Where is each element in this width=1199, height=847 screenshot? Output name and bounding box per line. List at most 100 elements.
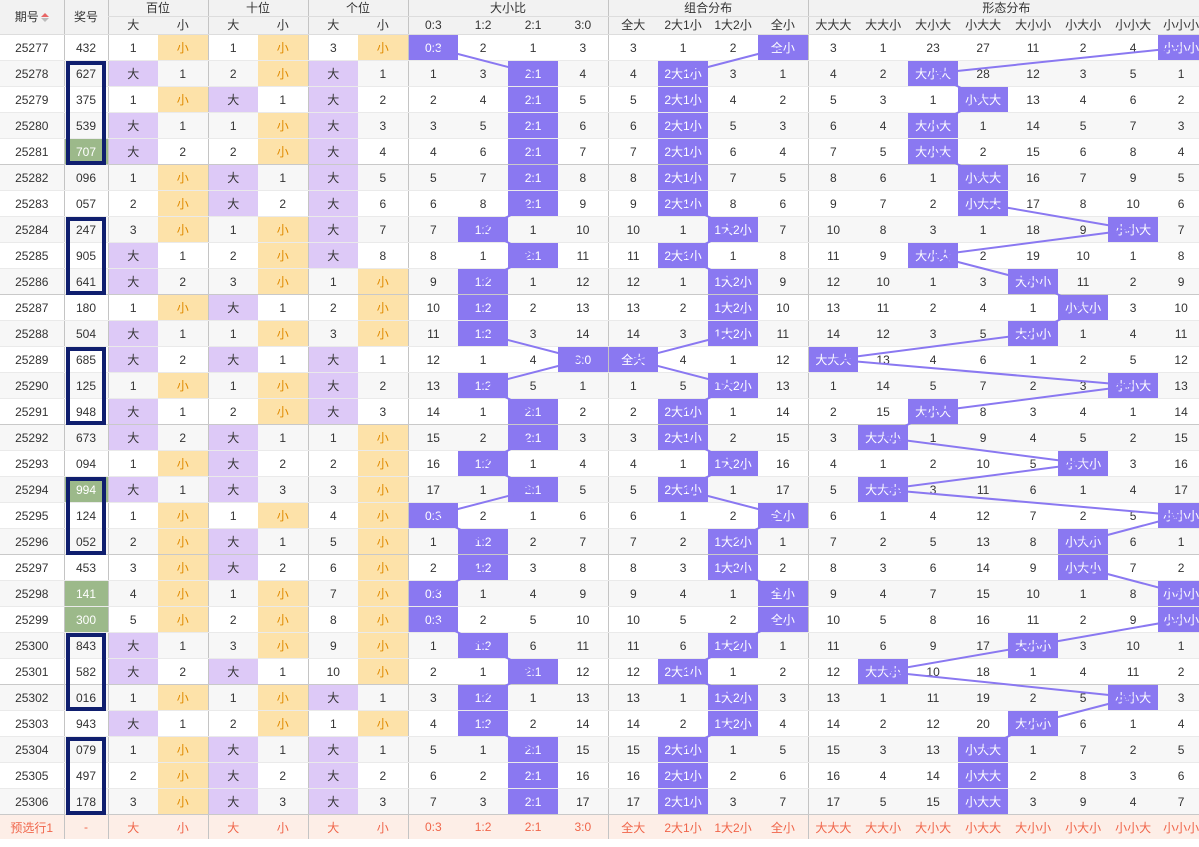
- prize-number-cell-value: 124: [75, 508, 97, 523]
- ratio-hit-cell-value: 2:1: [524, 248, 542, 263]
- shape-miss-cell: 12: [858, 320, 909, 347]
- shape-miss-cell: 1: [1008, 346, 1059, 373]
- position-cell: 小: [358, 320, 409, 347]
- combo-miss-cell-value: 5: [629, 482, 637, 497]
- ratio-miss-cell-value: 8: [429, 248, 437, 263]
- position-cell-value: 6: [379, 196, 387, 211]
- ratio-hit-cell: 1:2: [458, 268, 509, 295]
- combo-hit-cell-value: 2大1小: [664, 197, 702, 211]
- prize-number-cell-value: 948: [75, 404, 97, 419]
- preselect-option[interactable]: 1:2: [458, 814, 509, 839]
- issue-header[interactable]: 期号: [0, 0, 64, 35]
- shape-miss-cell: 5: [858, 138, 909, 165]
- preselect-option[interactable]: 全小: [758, 814, 809, 839]
- ratio-hit-cell: 1:2: [458, 554, 509, 581]
- position-cell-value: 小: [276, 145, 289, 159]
- preselect-option[interactable]: 2大1小: [658, 814, 709, 839]
- ratio-miss-cell-value: 8: [479, 196, 487, 211]
- ratio-hit-cell: 1:2: [458, 216, 509, 243]
- combo-miss-cell: 1: [708, 580, 759, 607]
- position-cell: 小: [358, 294, 409, 321]
- preselect-option[interactable]: 大大大: [807, 814, 859, 839]
- position-cell-value: 小: [276, 327, 289, 341]
- shape-miss-cell: 8: [1058, 190, 1109, 217]
- position-cell-value: 1: [129, 508, 137, 523]
- preselect-option[interactable]: 大小小: [1008, 814, 1059, 839]
- ratio-miss-cell-value: 17: [426, 482, 440, 497]
- combo-hit-cell: 2大1小: [658, 60, 709, 87]
- preselect-option[interactable]: 小大大: [958, 814, 1009, 839]
- ratio-miss-cell: 1: [508, 502, 559, 529]
- combo-miss-cell: 10: [607, 216, 659, 243]
- combo-miss-cell-value: 14: [776, 404, 790, 419]
- shape-miss-cell-value: 19: [976, 690, 990, 705]
- issue-cell-value: 25277: [15, 40, 49, 55]
- preselect-option[interactable]: 全大: [607, 814, 659, 839]
- preselect-option[interactable]: 1大2小: [708, 814, 759, 839]
- preselect-option[interactable]: 小: [358, 814, 409, 839]
- shape-miss-cell-value: 1: [1029, 664, 1037, 679]
- position-cell: 2: [307, 450, 359, 477]
- ratio-miss-cell: 7: [558, 528, 609, 555]
- shape-miss-cell: 10: [1108, 190, 1159, 217]
- ratio-miss-cell-value: 6: [479, 144, 487, 159]
- preselect-option[interactable]: 小小大: [1108, 814, 1159, 839]
- position-cell-value: 5: [329, 534, 337, 549]
- position-cell: 小: [258, 398, 309, 425]
- shape-miss-cell: 4: [908, 502, 959, 529]
- position-cell-value: 7: [379, 222, 387, 237]
- prize-number-cell-value: 096: [75, 170, 97, 185]
- preselect-option[interactable]: 大: [107, 814, 158, 839]
- shape-miss-cell: 10: [1008, 580, 1059, 607]
- table-row: 25300 843 大 1 3 小 9 小 1 1:2 6 11 11 6 1大2小 1 11 6 9 17 大小小 3 1…: [0, 632, 1199, 659]
- position-cell-value: 1: [329, 274, 337, 289]
- position-cell: 小: [358, 268, 409, 295]
- combo-hit-cell-value: 2大1小: [664, 483, 702, 497]
- shape-miss-cell-value: 4: [1129, 326, 1137, 341]
- preselect-option[interactable]: 小: [158, 814, 209, 839]
- combo-miss-cell-value: 1: [729, 404, 737, 419]
- prize-number-cell: 504: [63, 320, 108, 347]
- shape-hit-cell: 大小小: [1008, 320, 1059, 347]
- subheader-ratio-3: 3:0: [558, 16, 609, 35]
- position-cell-value: 大: [327, 795, 340, 809]
- shape-miss-cell: 17: [1008, 190, 1059, 217]
- combo-miss-cell-value: 2: [729, 612, 737, 627]
- preselect-option[interactable]: 大: [207, 814, 259, 839]
- preselect-option[interactable]: 小: [258, 814, 309, 839]
- position-cell-value: 1: [379, 690, 387, 705]
- ratio-miss-cell: 1: [458, 736, 509, 763]
- position-cell-value: 1: [179, 716, 187, 731]
- preselect-option[interactable]: 大: [307, 814, 359, 839]
- preselect-option[interactable]: 3:0: [558, 814, 609, 839]
- combo-miss-cell-value: 2: [729, 768, 737, 783]
- shape-miss-cell: 2: [1058, 606, 1109, 633]
- preselect-option[interactable]: 大小大: [908, 814, 959, 839]
- combo-miss-cell-value: 7: [629, 534, 637, 549]
- combo-hit-cell-value: 2大1小: [664, 431, 702, 445]
- combo-miss-cell-value: 3: [629, 430, 637, 445]
- preselect-option[interactable]: 小小小: [1158, 814, 1199, 839]
- shape-miss-cell-value: 17: [1174, 482, 1188, 497]
- shape-miss-cell-value: 6: [979, 352, 987, 367]
- position-cell-value: 5: [379, 170, 387, 185]
- shape-miss-cell-value: 1: [1029, 352, 1037, 367]
- sort-up-icon[interactable]: [40, 13, 49, 23]
- position-cell: 1: [158, 710, 209, 737]
- preselect-option[interactable]: 0:3: [407, 814, 459, 839]
- ratio-miss-cell: 4: [558, 60, 609, 87]
- preselect-option[interactable]: 2:1: [508, 814, 559, 839]
- preselect-option[interactable]: 小大小: [1058, 814, 1109, 839]
- shape-miss-cell: 2: [1108, 736, 1159, 763]
- position-cell: 大: [207, 424, 259, 451]
- group-header-shape: 形态分布: [807, 0, 1199, 17]
- combo-hit-cell-value: 2大1小: [664, 665, 702, 679]
- position-cell-value: 小: [176, 457, 189, 471]
- shape-miss-cell: 5: [807, 476, 859, 503]
- combo-miss-cell: 13: [607, 294, 659, 321]
- preselect-option[interactable]: 大大小: [858, 814, 909, 839]
- ratio-miss-cell: 3: [458, 788, 509, 815]
- position-cell: 1: [358, 60, 409, 87]
- position-cell: 大: [307, 86, 359, 113]
- position-cell: 9: [307, 632, 359, 659]
